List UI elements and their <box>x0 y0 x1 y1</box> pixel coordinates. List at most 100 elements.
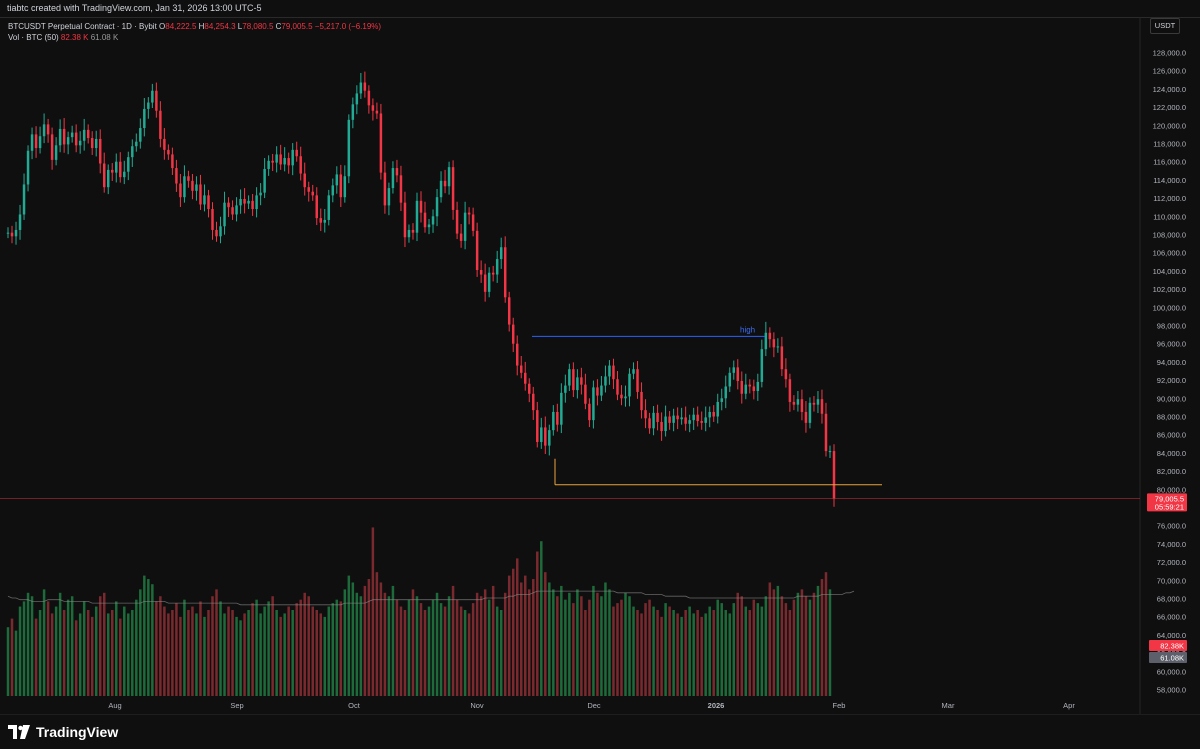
volume-bar <box>235 616 238 696</box>
volume-bar <box>18 606 22 696</box>
y-tick-label: 94,000.0 <box>1157 358 1186 367</box>
close-value: 79,005.5 <box>281 22 313 31</box>
currency-button[interactable]: USDT <box>1150 18 1180 34</box>
volume-bar <box>207 610 210 696</box>
candle-body <box>720 398 723 402</box>
candle-body <box>828 451 832 453</box>
open-label: O <box>159 22 166 31</box>
candle-body <box>351 104 355 120</box>
volume-bar <box>331 603 335 696</box>
candle-body <box>46 124 50 135</box>
candle-body <box>756 381 760 392</box>
candle-body <box>18 214 22 230</box>
volume-bar <box>119 618 122 696</box>
volume-bar <box>475 592 479 696</box>
volume-bar <box>588 599 591 696</box>
volume-bar <box>632 606 635 696</box>
candle-body <box>199 184 202 205</box>
candle-body <box>359 82 363 94</box>
candle-body <box>106 169 110 188</box>
volume-bar <box>303 592 306 696</box>
candle-body <box>339 174 343 198</box>
candle-body <box>784 369 788 380</box>
candle-body <box>491 272 495 275</box>
candle-body <box>804 411 808 423</box>
candle-body <box>692 414 695 421</box>
candle-body <box>399 175 403 203</box>
volume-bar <box>127 613 130 696</box>
volume-bar <box>86 610 90 696</box>
candle-body <box>195 184 198 191</box>
volume-bar <box>499 610 503 696</box>
candle-body <box>792 401 796 405</box>
volume-bar <box>451 585 455 696</box>
candle-body <box>708 411 711 418</box>
y-tick-label: 90,000.0 <box>1157 394 1186 403</box>
candle-body <box>319 218 323 223</box>
y-tick-label: 126,000.0 <box>1153 67 1186 76</box>
volume-bar <box>239 620 242 696</box>
volume-bar <box>375 572 379 696</box>
volume-bar <box>664 603 667 696</box>
candle-body <box>519 365 523 373</box>
candle-body <box>355 93 359 105</box>
candle-body <box>131 146 134 158</box>
volume-bar <box>415 596 419 696</box>
low-value: 78,080.5 <box>242 22 274 31</box>
y-tick-label: 84,000.0 <box>1157 449 1186 458</box>
candle-body <box>203 195 206 205</box>
volume-bar <box>692 613 695 696</box>
volume-bar <box>672 610 675 696</box>
volume-bar <box>764 596 768 696</box>
volume-bar <box>532 579 535 696</box>
volume-bar <box>355 592 359 696</box>
volume-ma-value: 61.08 K <box>90 33 119 42</box>
brand-name: TradingView <box>36 724 119 740</box>
candle-body <box>22 184 26 215</box>
volume-bar <box>187 610 190 696</box>
high-label: high <box>740 325 755 334</box>
volume-label[interactable]: Vol · BTC (50) <box>8 33 59 42</box>
y-tick-label: 110,000.0 <box>1153 212 1186 221</box>
volume-bar <box>58 592 62 696</box>
volume-bar <box>367 579 371 696</box>
volume-bar <box>419 603 423 696</box>
volume-bar <box>267 601 270 696</box>
candle-body <box>812 402 816 405</box>
volume-bar <box>395 599 399 696</box>
volume-bar <box>624 592 627 696</box>
chart-area[interactable] <box>0 17 1200 715</box>
candle-body <box>487 272 491 292</box>
open-value: 84,222.5 <box>165 22 197 31</box>
candle-body <box>652 412 655 429</box>
candle-body <box>135 141 138 147</box>
y-tick-label: 58,000.0 <box>1157 686 1186 695</box>
volume-bar <box>435 592 439 696</box>
volume-bar <box>507 575 511 696</box>
volume-bar <box>327 606 331 696</box>
volume-bar <box>123 606 126 696</box>
candle-body <box>660 421 663 432</box>
candle-body <box>532 393 535 411</box>
candle-body <box>736 367 740 382</box>
volume-bar <box>247 610 250 696</box>
tradingview-logo-icon <box>8 725 30 739</box>
volume-bar <box>243 613 246 696</box>
candle-body <box>580 377 583 385</box>
symbol-label[interactable]: BTCUSDT Perpetual Contract · 1D · Bybit <box>8 22 157 31</box>
candle-body <box>704 417 707 423</box>
high-value: 84,254.3 <box>204 22 236 31</box>
tradingview-logo[interactable]: TradingView <box>8 724 118 740</box>
volume-bar <box>10 618 14 696</box>
volume-bar <box>50 613 54 696</box>
candle-body <box>66 137 70 145</box>
volume-bar <box>708 606 711 696</box>
volume-bar <box>139 589 142 696</box>
volume-bar <box>62 610 66 696</box>
candle-body <box>443 180 447 187</box>
volume-bar <box>391 585 395 696</box>
candle-body <box>6 232 10 234</box>
volume-bar <box>748 610 752 696</box>
candle-body <box>231 207 234 215</box>
